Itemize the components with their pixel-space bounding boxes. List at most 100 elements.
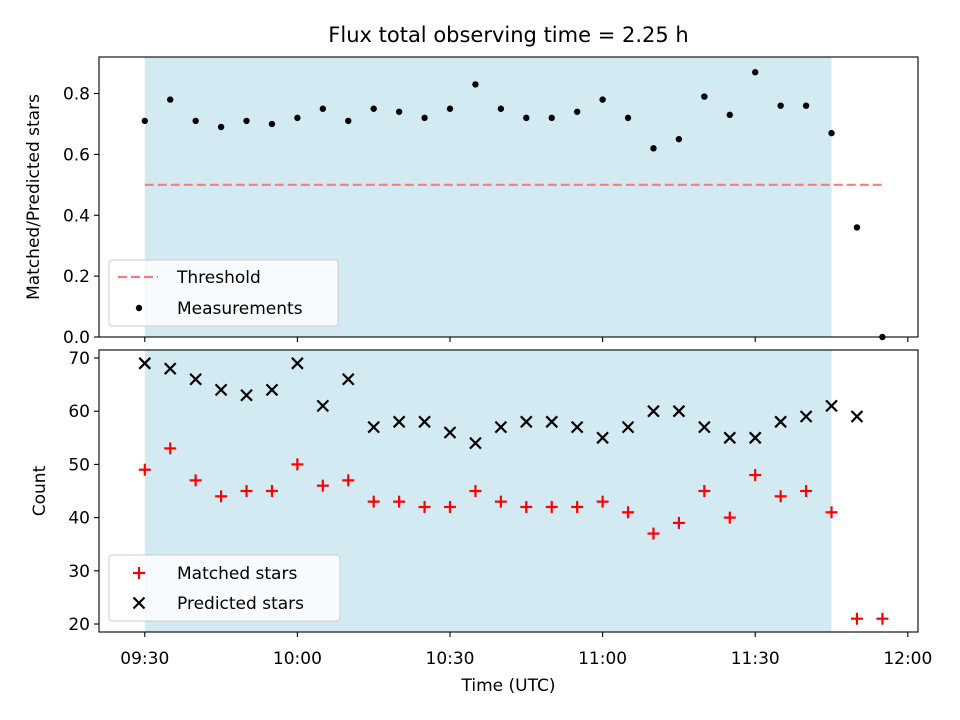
predicted-star-point-b	[520, 415, 533, 429]
matched-star-point	[622, 506, 635, 519]
predicted-star-point	[799, 410, 813, 423]
predicted-star-point	[443, 426, 457, 439]
matched-star-point	[520, 500, 533, 513]
y-tick-label: 0.8	[63, 85, 90, 105]
y-tick-label: 30	[68, 562, 90, 582]
predicted-star-point-b	[392, 415, 406, 429]
y-tick-label: 50	[68, 455, 90, 475]
predicted-star-point	[469, 436, 482, 450]
x-axis-label: Time (UTC)	[461, 676, 556, 696]
predicted-star-point-b	[316, 399, 330, 413]
measurement-point	[472, 81, 479, 88]
predicted-star-point	[748, 431, 762, 445]
top-y-axis-label: Matched/Predicted stars	[24, 94, 44, 300]
predicted-star-point	[189, 372, 202, 386]
predicted-star-point	[596, 431, 609, 445]
legend-predicted-label: Predicted stars	[177, 594, 304, 614]
legend-measurements-swatch	[135, 304, 143, 312]
predicted-star-point	[774, 415, 787, 429]
predicted-star-point	[698, 420, 711, 434]
matched-star-point	[749, 469, 762, 482]
predicted-star-point	[265, 383, 279, 397]
predicted-star-point-b	[596, 431, 609, 445]
measurement-point	[294, 114, 301, 122]
matched-star-point	[393, 495, 406, 508]
measurement-point	[523, 114, 530, 122]
predicted-stars-points	[138, 357, 864, 450]
legend-x-marker	[132, 596, 146, 610]
top-legend-box	[108, 259, 339, 327]
predicted-star-point	[545, 415, 559, 429]
legend-predicted-swatch	[132, 596, 146, 610]
matched-star-point	[723, 511, 736, 524]
predicted-star-point	[163, 362, 177, 375]
predicted-star-point	[291, 357, 304, 370]
x-tick-label: 12:00	[883, 649, 932, 669]
predicted-star-point-b	[850, 410, 864, 423]
predicted-star-point-b	[774, 415, 787, 429]
matched-star-point	[876, 612, 889, 625]
predicted-star-point-b	[367, 420, 380, 434]
y-tick-label: 70	[68, 349, 90, 369]
legend-matched-label: Matched stars	[177, 564, 297, 584]
matched-star-point	[367, 495, 380, 508]
x-tick-label: 09:30	[120, 649, 169, 669]
top-x-axis-ticks	[144, 337, 909, 342]
measurement-point	[217, 123, 225, 131]
matched-star-point	[571, 500, 584, 513]
predicted-star-point	[418, 415, 431, 429]
measurement-point	[752, 69, 759, 76]
predicted-star-point	[825, 399, 838, 413]
matched-star-point	[774, 490, 787, 503]
predicted-star-point	[494, 420, 508, 434]
legend-plus-marker	[133, 567, 145, 579]
predicted-star-point-b	[672, 404, 686, 418]
measurement-point	[141, 117, 148, 125]
matched-star-point	[647, 527, 660, 540]
measurement-point	[650, 145, 657, 152]
measurement-points	[141, 69, 886, 341]
predicted-star-point	[214, 383, 228, 397]
predicted-star-point-b	[698, 420, 711, 434]
predicted-star-point-b	[825, 399, 838, 413]
predicted-star-point	[621, 420, 635, 434]
matched-star-point	[164, 442, 177, 455]
matched-star-point	[800, 485, 813, 497]
predicted-star-point	[672, 404, 686, 418]
predicted-star-point-b	[545, 415, 559, 429]
predicted-star-point	[367, 420, 380, 434]
predicted-star-point-b	[748, 431, 762, 445]
y-tick-label: 20	[68, 615, 90, 635]
matched-star-point	[444, 500, 456, 513]
predicted-star-point-b	[570, 420, 584, 434]
measurement-point	[726, 111, 733, 119]
predicted-star-point-b	[214, 383, 228, 397]
matched-star-point	[469, 485, 482, 497]
predicted-star-point	[316, 399, 330, 413]
matched-star-point	[825, 506, 838, 519]
predicted-star-point	[647, 404, 660, 418]
predicted-star-point	[723, 431, 737, 445]
measurement-point	[548, 114, 555, 122]
matched-star-point	[240, 485, 253, 497]
measurement-point	[345, 117, 352, 125]
x-tick-label: 10:30	[426, 649, 475, 669]
predicted-star-point	[138, 357, 152, 370]
measurement-point	[853, 224, 861, 231]
matched-star-point	[698, 485, 711, 497]
legend-x-marker-b	[132, 596, 146, 610]
legend-matched-swatch	[133, 567, 145, 579]
predicted-star-point	[850, 410, 864, 423]
x-tick-label: 10:00	[273, 649, 322, 669]
top-axes-frame	[98, 56, 919, 338]
measurement-point	[319, 105, 327, 112]
predicted-star-point-b	[163, 362, 177, 375]
y-tick-label: 40	[68, 509, 90, 529]
measurement-point	[370, 105, 377, 112]
matched-stars-points	[138, 442, 889, 625]
bottom-legend-box	[108, 554, 341, 622]
matched-star-point	[215, 490, 228, 503]
y-tick-label: 0.4	[63, 206, 90, 226]
matched-star-point	[672, 516, 685, 529]
predicted-star-point-b	[799, 410, 813, 423]
